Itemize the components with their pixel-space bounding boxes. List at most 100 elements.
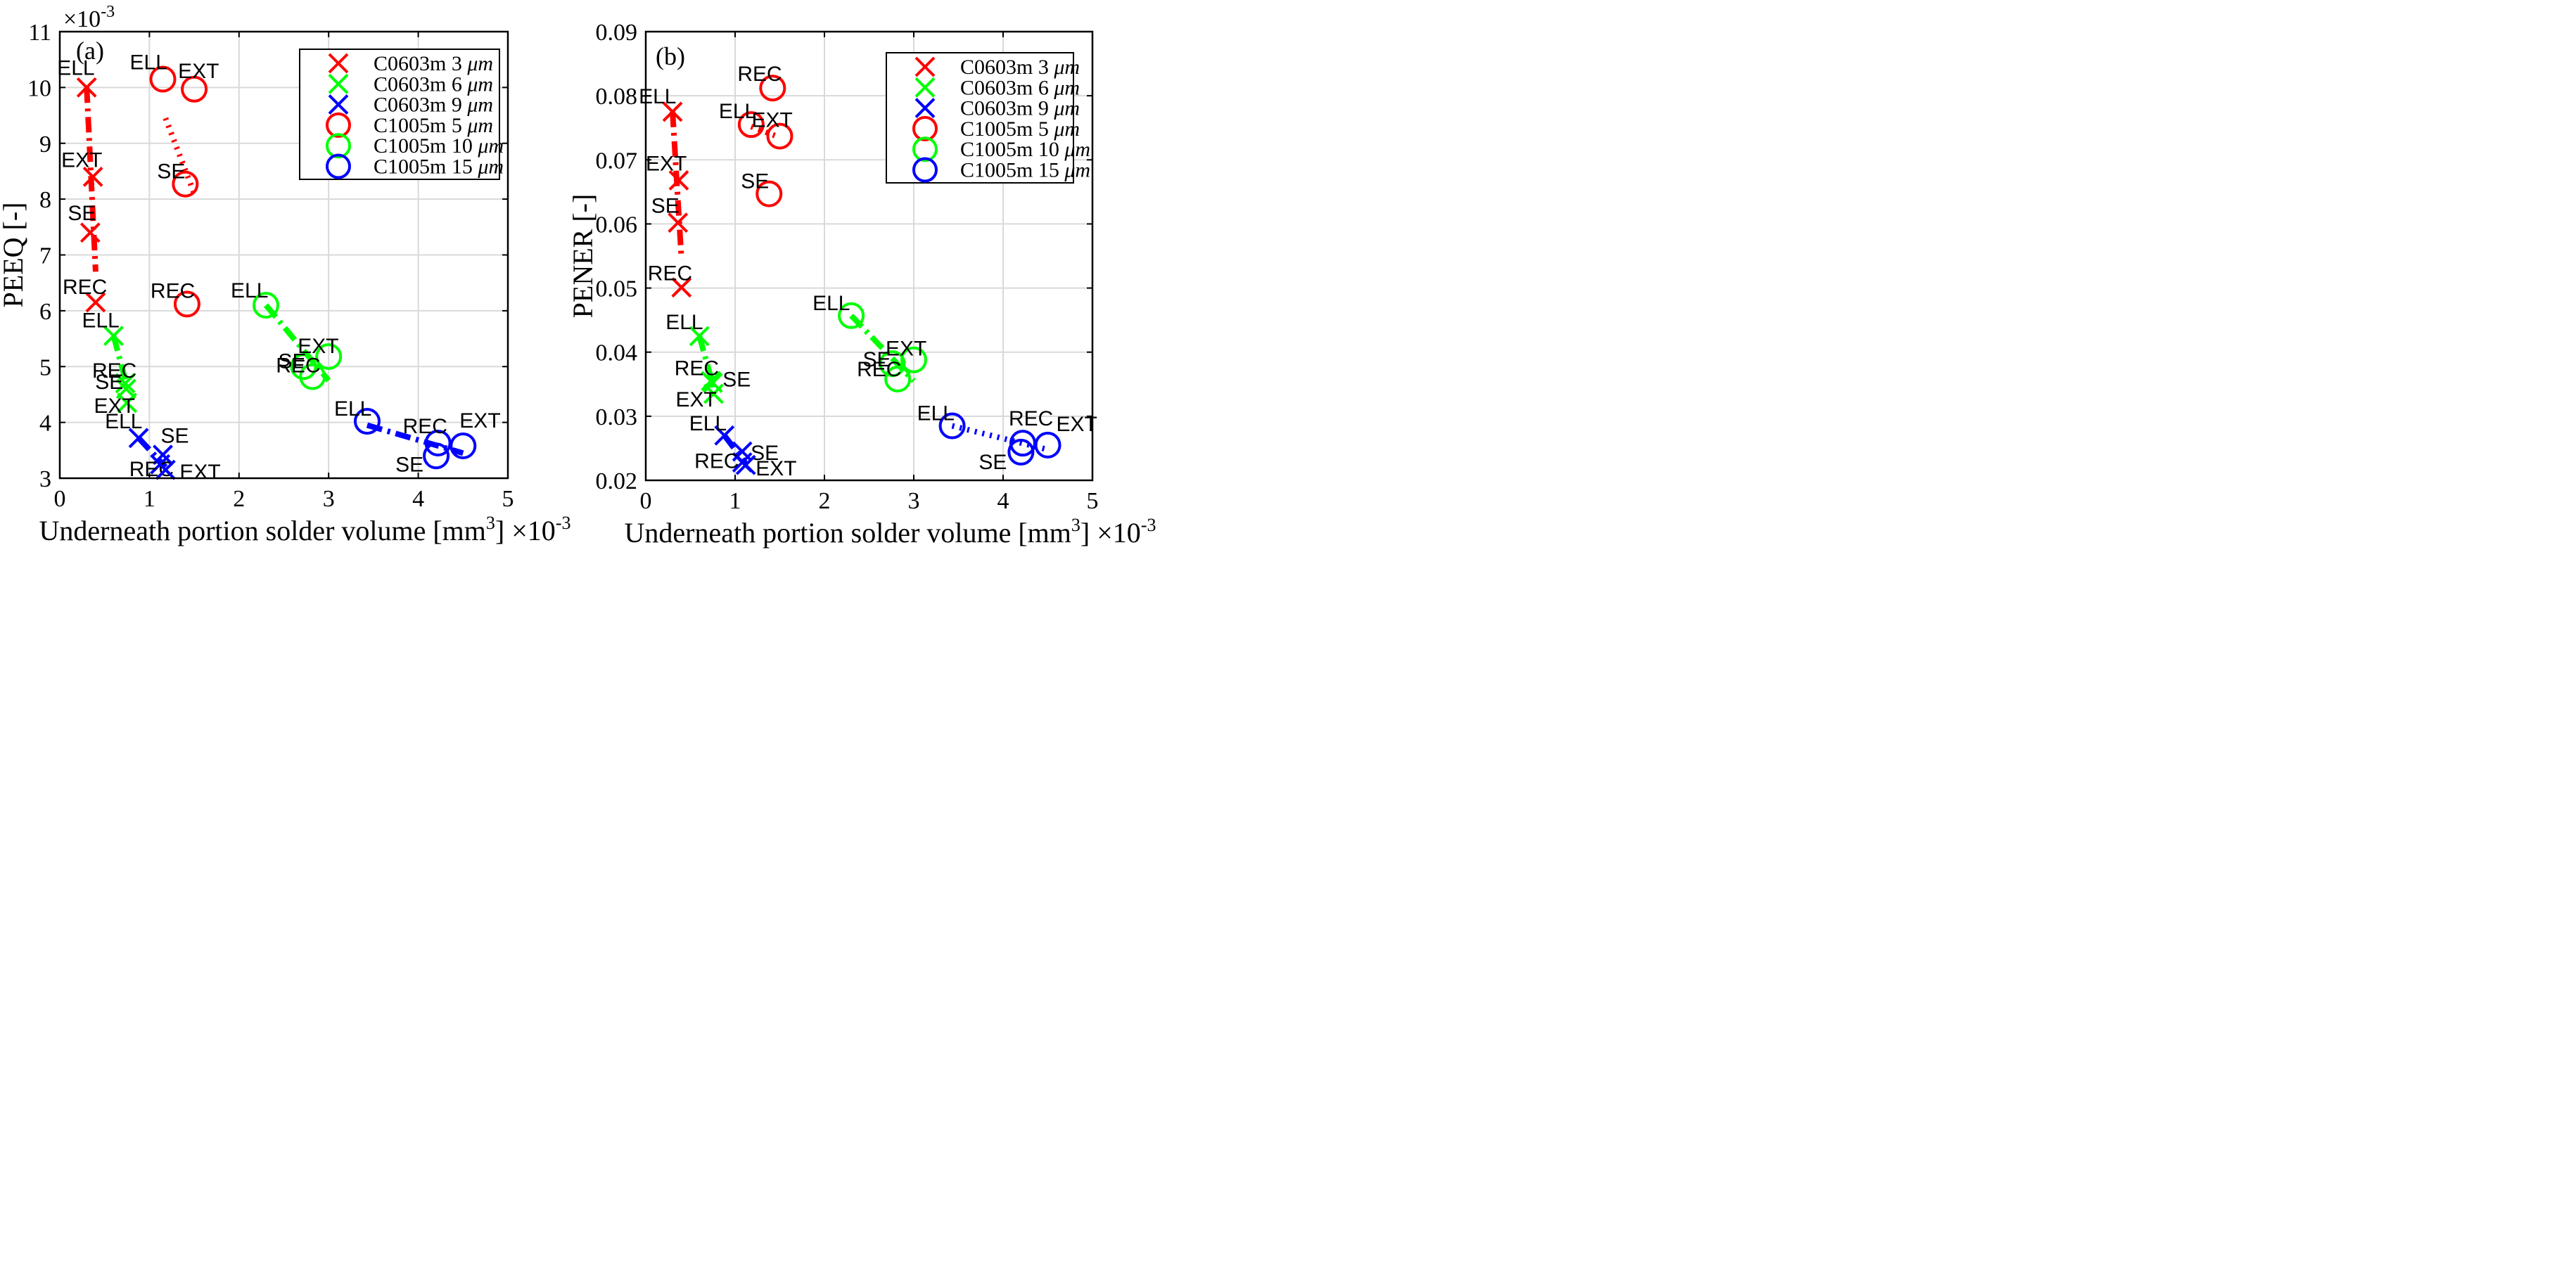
cross-marker xyxy=(668,212,689,233)
circle-marker xyxy=(1007,438,1035,466)
point-label: SE xyxy=(395,453,423,476)
point-label: REC xyxy=(1009,407,1053,430)
y-tick-label: 11 xyxy=(28,20,51,46)
y-tick-label: 5 xyxy=(39,354,51,380)
y-tick-label: 0.05 xyxy=(596,276,638,302)
point-label: REC xyxy=(151,279,195,302)
legend-entry-unit: μm xyxy=(1053,117,1080,141)
point-label: EXT xyxy=(179,461,220,484)
legend-entry-unit: μm xyxy=(466,72,493,96)
y-tick-label: 0.07 xyxy=(596,148,638,174)
y-tick-label: 6 xyxy=(39,299,51,325)
legend-entry-label: C1005m 10 μm xyxy=(960,138,1090,161)
y-tick-label: 0.03 xyxy=(596,404,638,430)
legend-entry-name: C1005m 10 xyxy=(960,138,1064,161)
legend-circle-icon xyxy=(326,133,351,159)
point-label: EXT xyxy=(298,335,338,358)
circle-marker xyxy=(299,363,326,390)
legend-entry-name: C1005m 15 xyxy=(374,155,478,179)
point-label: ELL xyxy=(719,100,756,123)
cross-marker xyxy=(671,277,692,298)
legend-entry-label: C0603m 3 μm xyxy=(960,56,1080,79)
legend-entry-label: C0603m 9 μm xyxy=(960,97,1080,120)
legend-entry-unit: μm xyxy=(1053,56,1080,79)
legend-entry-unit: μm xyxy=(466,52,493,75)
x-tick-label: 0 xyxy=(54,486,66,512)
legend-entry-name: C0603m 6 xyxy=(374,72,467,96)
cross-marker xyxy=(689,326,710,347)
y-tick-label: 4 xyxy=(39,411,51,437)
cross-marker xyxy=(662,101,683,122)
point-label: EXT xyxy=(459,409,500,433)
y-tick-label: 3 xyxy=(39,466,51,492)
legend-cross-icon xyxy=(914,56,936,77)
y-tick-label: 7 xyxy=(39,243,51,269)
cross-marker xyxy=(735,454,756,475)
legend-entry-name: C0603m 6 xyxy=(960,76,1054,99)
x-multiplier-exponent: -3 xyxy=(556,513,571,533)
legend-entry-label: C0603m 6 μm xyxy=(374,72,493,96)
y-tick-label: 0.08 xyxy=(596,84,638,110)
legend-entry-name: C1005m 5 xyxy=(960,117,1054,141)
point-label: ELL xyxy=(917,402,955,425)
cross-marker xyxy=(76,77,97,98)
point-label: EXT xyxy=(1057,413,1097,436)
point-label: EXT xyxy=(886,338,926,361)
point-label: EXT xyxy=(61,148,102,172)
circle-marker xyxy=(838,302,865,329)
circle-marker xyxy=(290,353,317,380)
cross-marker xyxy=(79,222,101,243)
legend-entry-label: C0603m 6 μm xyxy=(960,76,1080,99)
circle-marker xyxy=(353,408,381,435)
point-label: SE xyxy=(157,160,185,184)
point-label: SE xyxy=(651,195,680,218)
circle-marker xyxy=(253,291,280,319)
x-axis-title-main: Underneath portion solder volume [mm xyxy=(625,517,1071,549)
legend-entry-unit: μm xyxy=(466,94,493,117)
y-tick-label: 0.09 xyxy=(596,20,638,46)
y-tick-label: 8 xyxy=(39,187,51,213)
legend-entry-name: C0603m 9 xyxy=(374,94,467,117)
legend-cross-icon xyxy=(328,94,349,115)
y-tick-label: 0.04 xyxy=(596,340,638,366)
panel-label: (b) xyxy=(656,42,685,70)
y-multiplier-base: ×10 xyxy=(63,6,101,32)
legend-entry-label: C0603m 3 μm xyxy=(374,52,493,75)
circle-marker xyxy=(172,170,199,198)
cross-marker xyxy=(103,326,124,347)
circle-marker xyxy=(766,122,793,150)
legend-entry-unit: μm xyxy=(1064,138,1090,161)
legend-entry-unit: μm xyxy=(466,114,493,137)
cross-marker xyxy=(82,166,103,187)
legend-cross-icon xyxy=(328,53,349,74)
legend-entry-label: C1005m 5 μm xyxy=(374,114,493,137)
point-label: REC xyxy=(694,449,739,473)
circle-marker xyxy=(938,412,966,440)
point-label: ELL xyxy=(130,51,167,74)
point-label: ELL xyxy=(57,56,94,79)
circle-marker xyxy=(173,290,200,318)
point-label: SE xyxy=(863,348,891,371)
legend-entry-label: C1005m 5 μm xyxy=(960,117,1080,141)
circle-marker xyxy=(1034,431,1061,459)
x-tick-label: 1 xyxy=(144,486,155,512)
legend-circle-icon xyxy=(912,157,938,183)
point-label: REC xyxy=(276,354,320,378)
cross-marker xyxy=(128,428,149,449)
y-tick-label: 10 xyxy=(27,75,51,101)
legend-entry-name: C0603m 3 xyxy=(960,56,1054,79)
x-multiplier-exponent: -3 xyxy=(1141,515,1156,535)
y-axis-title: PENER [-] xyxy=(567,194,599,319)
point-label: EXT xyxy=(752,109,793,132)
point-label: REC xyxy=(403,415,447,438)
circle-marker xyxy=(755,180,783,207)
x-axis-title-sup: 3 xyxy=(486,513,495,533)
legend-circle-icon xyxy=(912,115,938,141)
legend-entry-unit: μm xyxy=(1053,97,1080,120)
circle-marker xyxy=(449,432,477,459)
circle-marker xyxy=(879,350,906,378)
trend-line xyxy=(951,423,1049,453)
x-tick-label: 2 xyxy=(233,486,245,512)
x-tick-label: 5 xyxy=(1087,488,1099,514)
